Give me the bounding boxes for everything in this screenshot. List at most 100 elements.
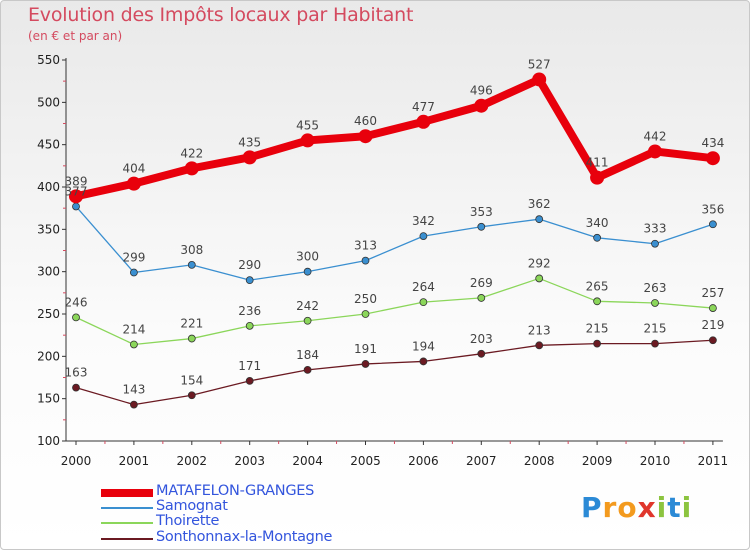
data-point [69,189,83,204]
x-tick-label: 2011 [698,454,729,468]
data-label: 264 [412,280,435,294]
data-label: 442 [644,129,667,143]
series-line [75,205,714,281]
data-point [651,339,659,348]
data-label: 527 [528,57,551,71]
data-label: 194 [412,339,435,353]
data-label: 242 [296,299,319,313]
data-label: 191 [354,342,377,356]
series-matafelon-granges [69,72,720,204]
data-label: 460 [354,114,377,128]
data-point [651,299,659,307]
series-line [75,277,714,346]
x-tick-label: 2008 [524,454,555,468]
data-point [593,297,601,306]
data-label: 265 [586,279,609,293]
x-tick-label: 2010 [640,454,671,468]
data-point [361,360,370,368]
legend-swatch [101,489,153,497]
x-tick-label: 2002 [177,454,208,468]
data-label: 308 [180,243,203,257]
data-point [245,321,254,330]
data-label: 300 [296,250,319,264]
data-label: 257 [701,286,724,300]
data-point [187,391,196,400]
data-label: 215 [644,322,667,336]
data-label: 143 [122,383,145,397]
data-label: 215 [586,322,609,336]
data-point [187,334,196,343]
legend-label: MATAFELON-GRANGES [156,483,315,499]
data-label: 292 [528,256,551,270]
data-label: 184 [296,348,319,362]
data-label: 250 [354,292,377,306]
legend-swatch [101,507,153,509]
x-tick-label: 2004 [292,454,323,468]
data-point [303,267,312,276]
data-point [532,72,547,87]
legend-label: Sonthonnax-la-Montagne [156,529,333,545]
logo-letter: i [656,491,668,524]
data-point [245,276,254,285]
data-point [648,144,662,159]
data-point [477,294,486,302]
logo-letter: t [667,491,682,524]
series-layer [69,72,720,409]
data-label: 434 [701,136,724,150]
chart-subtitle: (en € et par an) [28,29,123,43]
data-point [535,274,544,283]
data-point [705,151,720,166]
data-point [535,215,544,224]
series-sonthonnax-la-montagne [72,336,717,409]
data-point [593,339,601,348]
data-point [474,98,489,113]
data-point [187,260,196,269]
data-label: 154 [180,373,203,387]
data-point [126,176,141,191]
data-label: 356 [701,202,724,216]
data-point [129,400,138,409]
legend-label: Thoirette [156,513,220,529]
data-label: 171 [238,359,261,373]
data-label: 290 [238,258,261,272]
data-point [709,220,717,229]
data-label: 477 [412,100,435,114]
data-label: 246 [65,295,88,309]
data-label: 203 [470,332,493,346]
data-label: 435 [238,135,261,149]
data-point [419,298,428,307]
data-label: 263 [644,281,667,295]
data-point [593,233,601,242]
y-tick-label: 150 [37,392,60,406]
x-tick-label: 2000 [61,454,92,468]
data-point [245,376,254,385]
data-point [129,268,138,277]
series-line [75,339,714,406]
data-point [651,239,659,248]
y-tick-label: 500 [37,95,60,109]
y-tick-label: 300 [37,265,60,279]
data-label: 362 [528,197,551,211]
data-point [419,232,428,241]
data-point [300,133,315,148]
logo-letter: P [581,491,603,524]
data-point [477,222,486,231]
data-point [361,310,370,318]
data-label: 496 [470,84,493,98]
y-tick-label: 250 [37,307,60,321]
data-point [303,365,312,374]
data-label: 389 [65,174,88,188]
x-tick-label: 2006 [408,454,439,468]
y-tick-label: 450 [37,138,60,152]
data-label: 219 [701,318,724,332]
legend-swatch [101,538,153,540]
y-tick-label: 350 [37,222,60,236]
data-point [535,341,544,350]
data-point [303,316,312,325]
data-label: 422 [180,146,203,160]
data-label: 404 [122,162,145,176]
data-point [72,313,80,322]
x-tick-label: 2005 [350,454,381,468]
